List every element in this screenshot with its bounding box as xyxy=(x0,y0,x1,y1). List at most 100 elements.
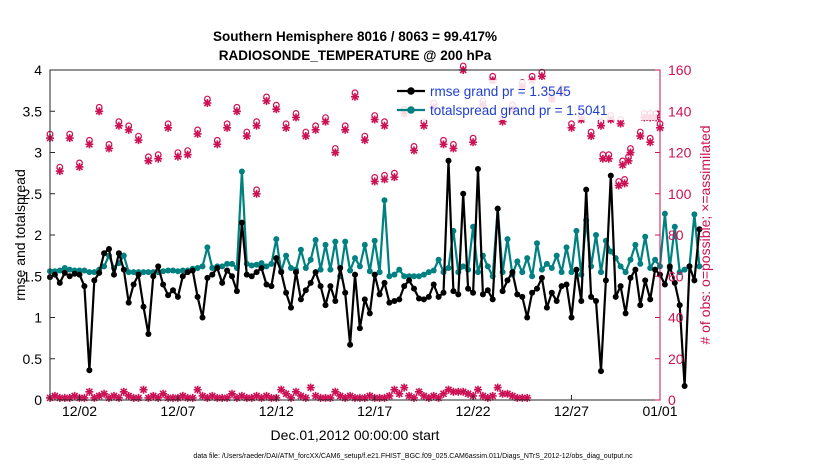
obs-star-stroke xyxy=(439,140,448,148)
rmse-point xyxy=(307,279,314,286)
spread-point xyxy=(174,268,181,275)
rmse-point xyxy=(627,274,634,281)
x-tick-label: 12/02 xyxy=(62,403,97,419)
legend-rmse-label: rmse grand pr = 1.3545 xyxy=(430,84,571,99)
rmse-point xyxy=(593,298,599,304)
rmse-point xyxy=(661,281,668,288)
y-axis-left-label: rmse and totalspread xyxy=(12,169,28,301)
obs-star-stroke xyxy=(198,392,207,400)
rmse-point xyxy=(371,271,378,278)
obs-assimilated-marker xyxy=(449,144,458,153)
rmse-point xyxy=(194,293,201,300)
spread-point xyxy=(573,227,580,234)
obs-assimilated-marker xyxy=(134,136,143,145)
obs-assimilated-low-marker xyxy=(306,383,315,392)
spread-point xyxy=(376,269,383,276)
rmse-point xyxy=(479,291,486,298)
rmse-point xyxy=(268,283,275,290)
obs-star-stroke xyxy=(139,386,148,394)
spread-point xyxy=(484,263,491,270)
rmse-point xyxy=(460,190,467,197)
spread-point xyxy=(460,263,467,270)
obs-star-stroke xyxy=(282,124,290,132)
obs-star-stroke xyxy=(597,122,605,130)
rmse-point xyxy=(120,266,127,273)
legend-rmse-marker xyxy=(407,87,415,95)
rmse-point xyxy=(160,281,167,288)
rmse-point xyxy=(224,267,231,274)
obs-star-stroke xyxy=(420,392,428,400)
obs-star-stroke xyxy=(400,384,408,392)
obs-assimilated-marker xyxy=(282,123,291,132)
obs-star-stroke xyxy=(331,388,339,396)
x-axis: 12/02 12/07 12/12 12/17 12/22 12/27 01/01 xyxy=(62,395,678,419)
obs-assimilated-marker xyxy=(95,107,104,116)
obs-assimilated-low-marker xyxy=(139,385,148,394)
obs-star-stroke xyxy=(297,392,305,400)
rmse-point xyxy=(686,263,693,270)
obs-assimilated-marker xyxy=(252,189,261,198)
obs-star-stroke xyxy=(95,107,103,115)
obs-assimilated-marker xyxy=(380,121,389,130)
rmse-point xyxy=(273,255,280,262)
obs-assimilated-marker xyxy=(262,96,271,105)
y-right-tick-label: 60 xyxy=(668,268,684,284)
obs-star-stroke xyxy=(331,148,339,157)
rmse-point xyxy=(76,271,83,278)
spread-point xyxy=(607,248,614,255)
obs-star-stroke xyxy=(110,392,118,400)
obs-assimilated-marker xyxy=(341,125,350,134)
rmse-point xyxy=(229,273,235,280)
obs-star-stroke xyxy=(302,132,310,140)
y-right-tick-label: 0 xyxy=(668,392,676,408)
obs-assimilated-marker xyxy=(616,119,625,128)
obs-assimilated-marker xyxy=(154,154,163,163)
spread-point xyxy=(401,273,408,280)
rmse-point xyxy=(489,296,496,303)
plot-area xyxy=(50,70,660,400)
obs-assimilated-marker xyxy=(331,148,340,157)
obs-star-stroke xyxy=(159,390,167,398)
obs-assimilated-marker xyxy=(636,132,645,140)
obs-star-stroke xyxy=(179,392,187,400)
y-right-tick-label: 120 xyxy=(668,145,692,161)
rmse-point xyxy=(504,277,511,284)
y-left-tick-label: 2.5 xyxy=(23,186,43,202)
obs-star-stroke xyxy=(85,388,93,396)
obs-star-stroke xyxy=(228,390,236,398)
y-left-tick-label: 0 xyxy=(34,392,42,408)
rmse-point xyxy=(189,267,196,274)
y-right-tick-label: 140 xyxy=(668,103,692,119)
obs-assimilated-low-marker xyxy=(193,385,202,394)
spread-point xyxy=(56,267,63,274)
y-right-tick-label: 40 xyxy=(668,310,684,326)
spread-point xyxy=(642,233,649,240)
spread-point xyxy=(258,260,265,267)
obs-star-stroke xyxy=(385,392,393,400)
spread-point xyxy=(253,261,260,268)
obs-assimilated-marker xyxy=(370,177,379,186)
obs-star-stroke xyxy=(605,155,613,163)
obs-star-stroke xyxy=(149,392,157,400)
obs-star-stroke xyxy=(105,144,113,152)
rmse-point xyxy=(248,273,255,280)
obs-star-stroke xyxy=(321,118,330,126)
obs-star-stroke xyxy=(134,136,143,144)
spread-point xyxy=(543,260,550,267)
obs-assimilated-low-marker xyxy=(385,391,394,400)
rmse-point xyxy=(263,281,270,288)
obs-assimilated-marker xyxy=(223,123,232,132)
rmse-point xyxy=(145,331,152,337)
rmse-point xyxy=(381,279,388,286)
spread-point xyxy=(671,223,678,230)
spread-point xyxy=(263,263,270,270)
spread-point xyxy=(194,265,201,271)
spread-point xyxy=(529,273,536,280)
obs-assimilated-marker xyxy=(65,134,74,143)
spread-point xyxy=(199,263,206,270)
spread-point xyxy=(283,252,290,259)
rmse-point xyxy=(86,367,93,374)
obs-star-stroke xyxy=(503,390,512,398)
y-left-tick-label: 3.5 xyxy=(23,103,43,119)
obs-star-stroke xyxy=(71,392,79,400)
